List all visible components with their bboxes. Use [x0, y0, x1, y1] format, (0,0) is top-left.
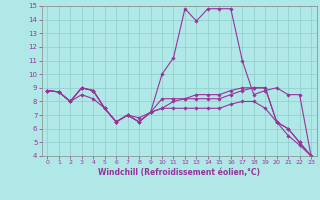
X-axis label: Windchill (Refroidissement éolien,°C): Windchill (Refroidissement éolien,°C): [98, 168, 260, 177]
